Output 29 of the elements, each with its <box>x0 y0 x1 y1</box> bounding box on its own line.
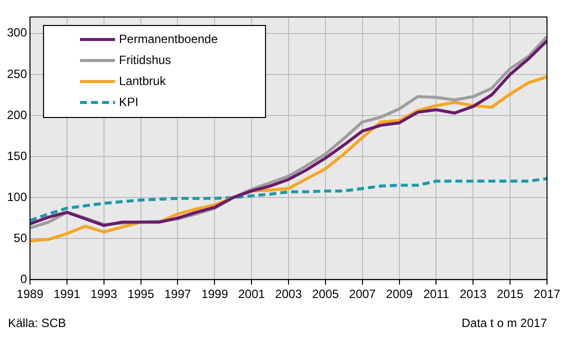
y-tick-label: 50 <box>14 230 28 245</box>
x-tick-label: 1991 <box>54 287 81 302</box>
y-tick-label: 300 <box>6 26 28 40</box>
x-tick-label: 2007 <box>349 287 376 302</box>
x-tick-label: 1995 <box>127 287 154 302</box>
x-tick-label: 2001 <box>238 287 266 302</box>
legend-label: Permanentboende <box>119 32 218 46</box>
y-tick-label: 0 <box>20 272 28 286</box>
x-tick-label: 2003 <box>275 287 302 302</box>
legend-label: Lantbruk <box>119 74 167 88</box>
line-series <box>30 177 547 222</box>
x-tick-label: 1989 <box>16 287 44 302</box>
y-tick-label: 100 <box>6 190 28 204</box>
y-tick-label: 200 <box>6 108 28 122</box>
x-tick-label: 2013 <box>460 287 487 302</box>
y-tick-label: 150 <box>6 148 28 163</box>
text: Data t o m 2017 <box>462 316 547 330</box>
x-tick-label: 1999 <box>201 287 228 302</box>
x-tick-label: 1997 <box>164 287 192 302</box>
legend-label: Fritidshus <box>119 52 172 67</box>
x-tick-label: 2005 <box>312 287 340 302</box>
x-tick-label: 2017 <box>534 287 561 302</box>
text: Källa: SCB <box>8 316 66 330</box>
x-tick-label: 2011 <box>423 287 450 302</box>
y-tick-label: 250 <box>6 66 28 81</box>
legend-label: KPI <box>119 94 138 109</box>
x-tick-label: 2015 <box>496 287 524 302</box>
x-tick-label: 2009 <box>386 287 413 302</box>
x-tick-label: 1993 <box>90 287 118 302</box>
